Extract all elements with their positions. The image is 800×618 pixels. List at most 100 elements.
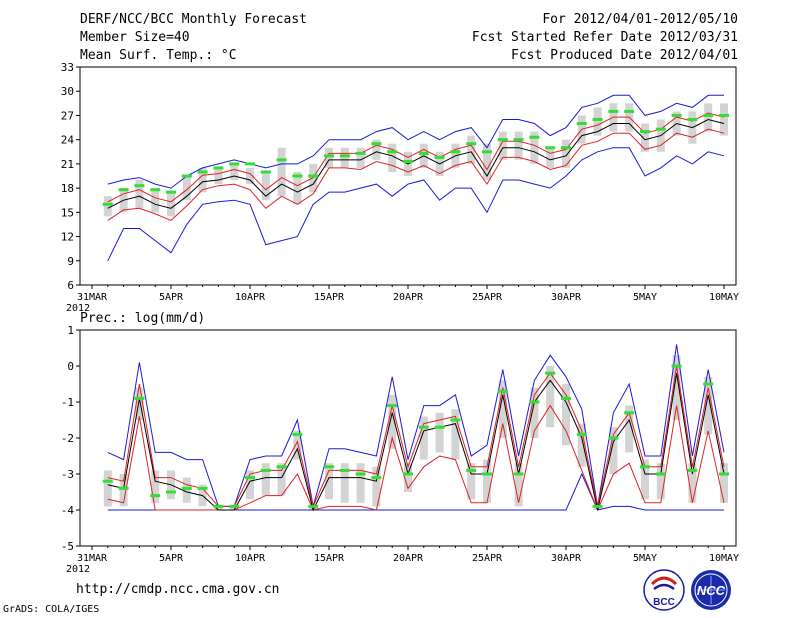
median-marker (719, 472, 729, 476)
x-tick-label: 5APR (159, 553, 184, 564)
median-marker (245, 476, 255, 480)
median-marker (687, 468, 698, 472)
x-tick-label: 15APR (314, 292, 345, 303)
spread-bar (151, 188, 160, 213)
median-marker (213, 504, 224, 508)
spread-bar (356, 463, 365, 503)
median-marker (134, 396, 145, 400)
precip-panel-title: Prec.: log(mm/d) (80, 311, 205, 326)
median-marker (197, 486, 208, 490)
median-marker (671, 364, 682, 368)
spread-bar (372, 466, 381, 507)
spread-bar (356, 147, 365, 168)
spread-bar (609, 427, 618, 474)
y-tick-label: 30 (61, 85, 74, 98)
x-tick-label: 5MAY (633, 292, 657, 303)
lower-sd-line (107, 128, 725, 221)
median-marker (229, 504, 240, 508)
spread-bar (498, 380, 507, 438)
member-size: Member Size=40 (80, 30, 190, 45)
ncc-logo-text: NCC (697, 583, 726, 598)
mean-line (107, 373, 725, 512)
median-marker (450, 150, 461, 154)
y-tick-label: -2 (61, 432, 74, 445)
spread-bar (467, 135, 476, 164)
spread-bar (325, 147, 333, 168)
spread-bar (246, 470, 254, 500)
median-marker (166, 490, 176, 494)
spread-bar (404, 463, 412, 492)
y-tick-label: 33 (61, 61, 74, 74)
median-marker (418, 151, 429, 155)
chart-title: DERF/NCC/BCC Monthly Forecast (80, 12, 307, 27)
spread-bar (656, 463, 665, 500)
spread-bar (135, 387, 144, 420)
spread-bar (688, 463, 697, 503)
median-marker (545, 371, 556, 375)
median-marker (655, 472, 666, 476)
median-marker (418, 425, 429, 429)
y-tick-label: 6 (67, 279, 74, 292)
spread-bar (498, 131, 507, 160)
spread-bar (167, 192, 175, 217)
spread-bar (277, 147, 286, 197)
year-label: 2012 (66, 564, 90, 575)
mean-line (107, 118, 725, 209)
x-tick-label: 10APR (235, 553, 266, 564)
y-tick-label: 9 (67, 255, 74, 268)
median-marker (260, 468, 271, 472)
median-marker (292, 174, 303, 178)
x-tick-label: 15APR (314, 553, 345, 564)
spread-bar (230, 506, 239, 510)
spread-bar (530, 387, 539, 438)
median-marker (624, 411, 635, 415)
spread-bar (483, 143, 491, 181)
spread-bar (277, 463, 286, 496)
x-tick-label: 20APR (393, 553, 424, 564)
median-marker (687, 117, 698, 121)
median-marker (592, 504, 603, 508)
y-tick-label: 21 (61, 158, 74, 171)
x-tick-label: 10APR (235, 292, 266, 303)
median-marker (118, 188, 129, 192)
y-tick-label: -5 (61, 540, 74, 553)
median-marker (450, 418, 461, 422)
median-marker (671, 113, 682, 117)
median-marker (197, 170, 208, 174)
median-marker (434, 155, 445, 159)
spread-bar (546, 147, 555, 168)
spread-bar (293, 430, 302, 460)
median-marker (371, 142, 382, 146)
x-tick-label: 31MAR (77, 553, 108, 564)
spread-bar (672, 355, 681, 420)
y-tick-label: -4 (61, 504, 75, 517)
min-line (107, 147, 725, 262)
spread-bar (514, 131, 523, 160)
x-tick-label: 25APR (472, 292, 503, 303)
upper-sd-line (107, 365, 725, 508)
x-tick-label: 25APR (472, 553, 503, 564)
spread-bar (435, 412, 444, 453)
median-marker (229, 162, 240, 166)
spread-bar (340, 147, 349, 168)
spread-bar (214, 506, 223, 510)
x-tick-label: 20APR (393, 292, 424, 303)
year-label: 2012 (66, 303, 90, 314)
spread-bar (704, 103, 713, 132)
median-marker (513, 138, 524, 142)
spread-bar (261, 171, 270, 201)
x-tick-label: 31MAR (77, 292, 108, 303)
median-marker (592, 117, 603, 121)
median-marker (102, 202, 113, 206)
x-tick-label: 5APR (159, 292, 184, 303)
spread-bar (625, 405, 634, 453)
spread-bar (451, 409, 460, 460)
footer-url[interactable]: http://cmdp.ncc.cma.gov.cn (76, 582, 280, 597)
spread-bar (340, 463, 349, 503)
spread-bar (388, 143, 397, 172)
median-marker (166, 190, 176, 194)
spread-bar (325, 463, 333, 500)
spread-bar (182, 176, 191, 201)
median-marker (118, 486, 129, 490)
